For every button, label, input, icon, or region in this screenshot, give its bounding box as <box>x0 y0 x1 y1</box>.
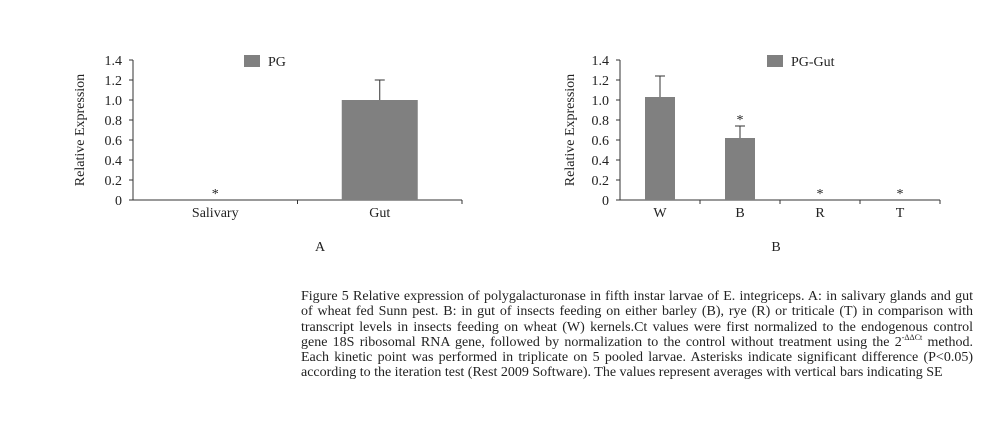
caption-superscript: -ΔΔCt <box>901 332 923 342</box>
significance-asterisk: * <box>817 187 824 202</box>
y-tick-label: 1.0 <box>105 94 123 109</box>
y-tick-label: 0.6 <box>592 134 610 149</box>
figure-caption: Figure 5 Relative expression of polygala… <box>301 289 973 381</box>
significance-asterisk: * <box>212 187 219 202</box>
category-label: W <box>653 206 667 221</box>
category-label: B <box>735 206 744 221</box>
y-tick-label: 1.0 <box>592 94 610 109</box>
significance-asterisk: * <box>897 187 904 202</box>
panel-label: B <box>771 240 780 255</box>
y-tick-label: 0.2 <box>592 174 610 189</box>
category-label: R <box>815 206 825 221</box>
y-tick-label: 1.2 <box>592 74 610 89</box>
legend-label: PG-Gut <box>791 55 835 70</box>
y-tick-label: 0 <box>602 194 609 209</box>
category-label: Salivary <box>192 206 239 221</box>
y-tick-label: 0.8 <box>592 114 610 129</box>
category-label: Gut <box>369 206 390 221</box>
legend-swatch <box>767 55 783 67</box>
bar-gut <box>341 100 418 200</box>
y-tick-label: 0.4 <box>105 154 123 169</box>
y-tick-label: 1.4 <box>592 54 610 69</box>
significance-asterisk: * <box>737 113 744 128</box>
category-label: T <box>896 206 905 221</box>
y-axis-label: Relative Expression <box>563 74 578 186</box>
chart-panel-a: 0 0.2 0.4 0.6 0.8 1.0 1.2 1.4 Relative Expressio… <box>73 54 463 255</box>
caption-text-part1: Figure 5 Relative expression of polygala… <box>301 289 973 350</box>
y-tick-label: 0 <box>115 194 122 209</box>
y-tick-label: 1.2 <box>105 74 123 89</box>
y-tick-label: 0.6 <box>105 134 123 149</box>
y-tick-label: 0.4 <box>592 154 610 169</box>
y-axis-label: Relative Expression <box>73 74 88 186</box>
y-tick-label: 0.8 <box>105 114 123 129</box>
chart-panel-b: 0 0.2 0.4 0.6 0.8 1.0 1.2 1.4 Relative Expressio… <box>563 54 941 255</box>
bar-w <box>645 97 675 200</box>
y-tick-label: 1.4 <box>105 54 123 69</box>
panel-label: A <box>315 240 326 255</box>
bar-b <box>725 138 755 200</box>
caption-text-part2: method. Each kinetic point was performed… <box>301 334 973 381</box>
legend-label: PG <box>268 55 286 70</box>
y-tick-label: 0.2 <box>105 174 123 189</box>
legend-swatch <box>244 55 260 67</box>
